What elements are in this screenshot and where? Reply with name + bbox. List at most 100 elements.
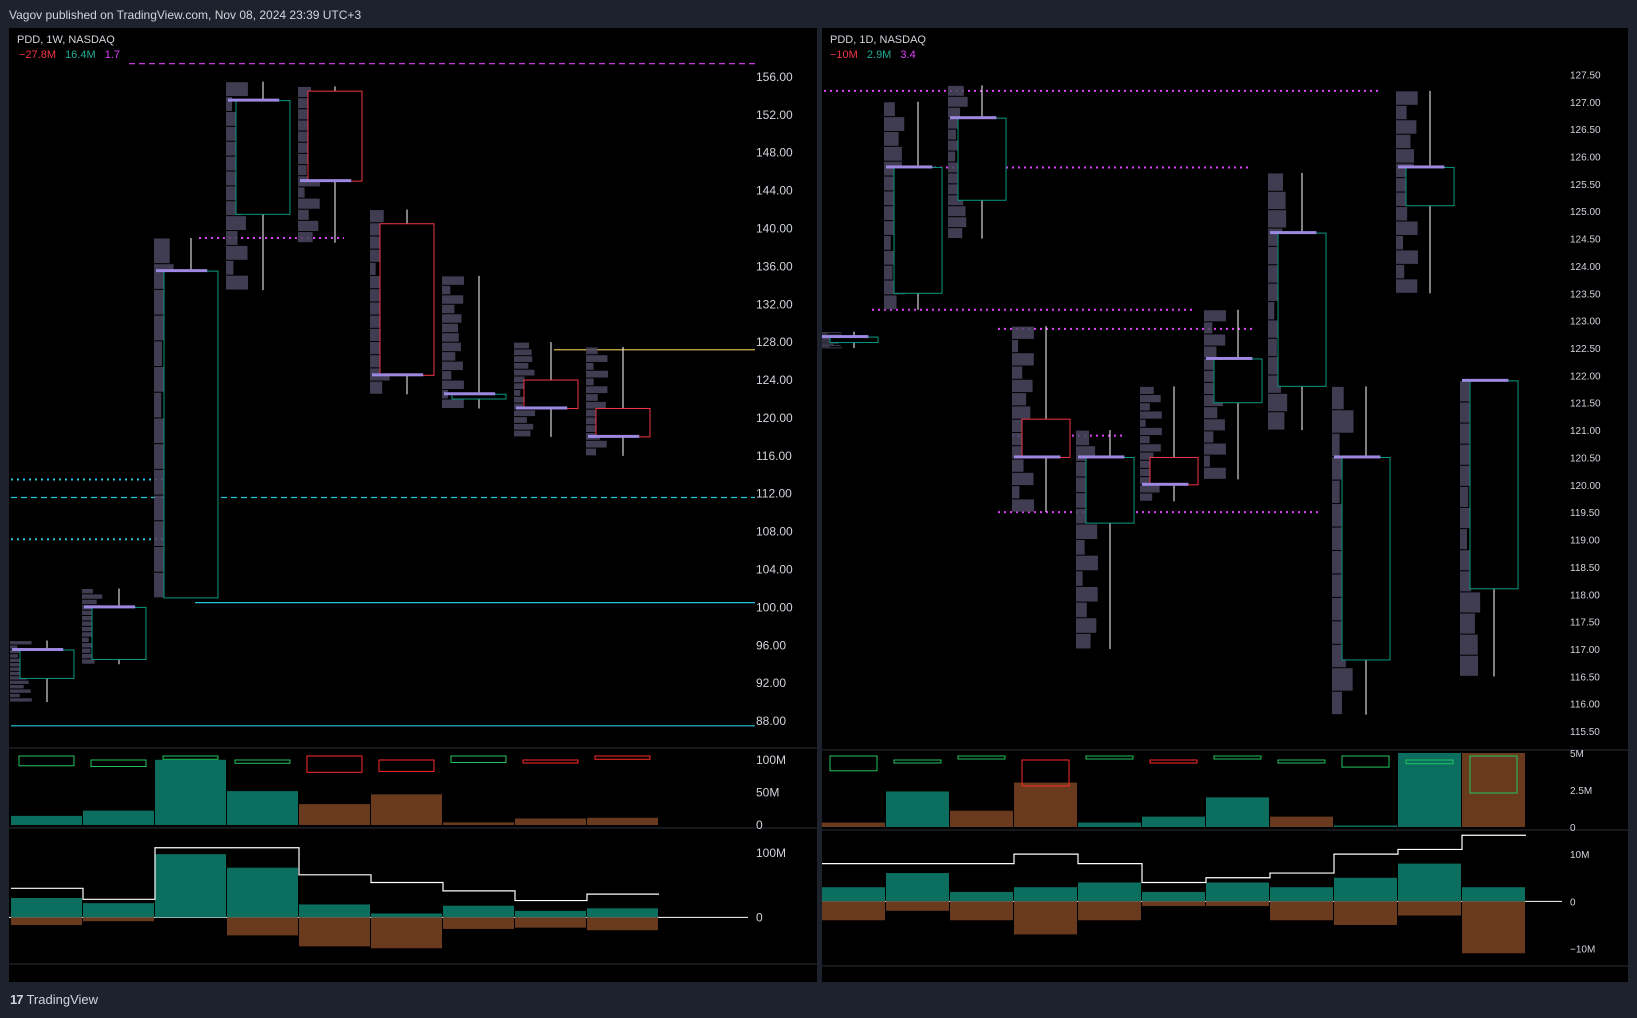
volume-profile-bar (1140, 411, 1162, 419)
volume-profile-bar (884, 146, 902, 161)
delta-bar-positive (1334, 877, 1397, 902)
volume-profile-bar (514, 430, 531, 437)
delta-bar-positive (227, 867, 298, 918)
volume-profile-bar (10, 685, 24, 689)
volume-profile-bar (514, 342, 530, 349)
volume-profile-bar (442, 342, 461, 352)
volume-profile-bar (1460, 655, 1479, 676)
volume-profile-bar (1396, 105, 1407, 120)
volume-profile-bar (948, 96, 968, 107)
cumulative-delta-line (822, 834, 1526, 884)
candle-body (235, 100, 291, 215)
volume-profile-bar (948, 228, 963, 239)
poc-marker (1078, 455, 1125, 459)
volume-profile-bar (948, 217, 967, 228)
volume-bar-up (227, 791, 298, 825)
volume-profile-bar (1012, 339, 1019, 353)
candle-body (1341, 456, 1391, 661)
price-tick-label: 117.50 (1570, 618, 1600, 629)
volume-profile-bar (370, 210, 384, 223)
tradingview-logo[interactable]: 17 TradingView (10, 992, 98, 1007)
delta-bar-positive (155, 854, 226, 918)
volume-bar-up (11, 815, 82, 825)
volume-profile-bar (514, 369, 535, 376)
poc-marker (12, 648, 64, 652)
volume-profile-bar (1076, 602, 1087, 618)
volume-profile-bar (948, 173, 960, 184)
volume-profile-bar (586, 394, 598, 401)
volume-profile-bar (10, 676, 28, 680)
brand-name: TradingView (26, 992, 99, 1007)
volume-profile-bar (370, 262, 376, 276)
volume-profile-bar (82, 594, 103, 599)
price-tick-label: 121.00 (1570, 426, 1601, 437)
volume-profile-bar (1140, 436, 1150, 444)
volume-profile-bar (514, 356, 533, 362)
volume-profile-bar (442, 285, 451, 295)
delta-tick-label: 0 (1570, 897, 1576, 908)
candle-body (1405, 166, 1455, 207)
volume-ring (1405, 759, 1454, 765)
price-tick-label: 156.00 (756, 70, 793, 84)
price-tick-label: 152.00 (756, 108, 793, 122)
volume-profile-bar (1204, 431, 1214, 443)
volume-profile-bar (82, 659, 95, 664)
volume-profile-bar (442, 333, 459, 342)
price-tick-label: 144.00 (756, 184, 793, 198)
volume-profile-bar (822, 343, 834, 345)
volume-profile-bar (370, 289, 380, 302)
volume-profile-bar (948, 107, 961, 118)
volume-profile-bar (586, 417, 604, 425)
volume-profile-bar (1396, 221, 1418, 235)
candle-body (163, 270, 219, 599)
volume-bar-down (443, 822, 514, 825)
bottom-bar: 17 TradingView (0, 982, 1637, 1018)
volume-ring (450, 755, 507, 764)
volume-profile-bar (1460, 444, 1473, 465)
candle-body (1469, 380, 1519, 590)
volume-profile-bar (1268, 265, 1279, 283)
price-tick-label: 121.50 (1570, 399, 1601, 410)
volume-profile-bar (1012, 499, 1034, 512)
volume-profile-bar (1204, 395, 1223, 407)
volume-profile-bar (298, 165, 307, 176)
delta-bar-negative (1398, 901, 1461, 916)
weekly-chart-canvas[interactable]: 156.00 152.00 148.00 144.00 140.00 136.00 132.… (9, 28, 817, 982)
volume-profile-bar (1012, 326, 1034, 339)
tradingview-logo-icon: 17 (10, 992, 24, 1007)
volume-profile-bar (1204, 407, 1218, 419)
daily-chart-canvas[interactable]: 127.50 127.00 126.50 126.00 125.50 125.00 124.… (822, 28, 1628, 982)
weekly-chart-pane[interactable]: 156.00 152.00 148.00 144.00 140.00 136.00 132.… (9, 28, 817, 982)
delta-bar-negative (299, 917, 370, 947)
volume-bar-up (1206, 797, 1269, 827)
volume-profile-bar (1076, 586, 1098, 602)
volume-profile-bar (298, 198, 320, 209)
volume-profile-bar (10, 654, 18, 658)
delta-bar-positive (371, 913, 442, 918)
delta-bar-positive (11, 898, 82, 918)
volume-ring (1149, 759, 1198, 764)
volume-profile-bar (1396, 250, 1418, 264)
volume-profile-bar (442, 399, 464, 408)
volume-profile-bar (586, 362, 594, 370)
price-tick-label: 100.00 (756, 600, 793, 614)
daily-chart-pane[interactable]: 127.50 127.00 126.50 126.00 125.50 125.00 124.… (822, 28, 1628, 982)
poc-marker (588, 434, 640, 438)
price-tick-label: 120.50 (1570, 453, 1601, 464)
volume-profile-bar (1332, 691, 1342, 715)
volume-profile-bar (1396, 149, 1415, 163)
price-tick-label: 104.00 (756, 563, 793, 577)
candle-body (595, 407, 651, 438)
volume-profile-bar (1268, 173, 1284, 191)
candle-body (1021, 418, 1071, 458)
volume-ring (1213, 755, 1262, 760)
volume-profile-bar (1332, 668, 1353, 691)
price-tick-label: 120.00 (1570, 481, 1601, 492)
volume-profile-bar (514, 423, 534, 430)
volume-profile-bar (1332, 410, 1354, 433)
volume-profile-bar (10, 680, 29, 685)
volume-ring (1021, 759, 1070, 787)
volume-bar-up (1334, 825, 1397, 827)
volume-profile-bar (514, 362, 529, 369)
volume-ring (1277, 759, 1326, 764)
